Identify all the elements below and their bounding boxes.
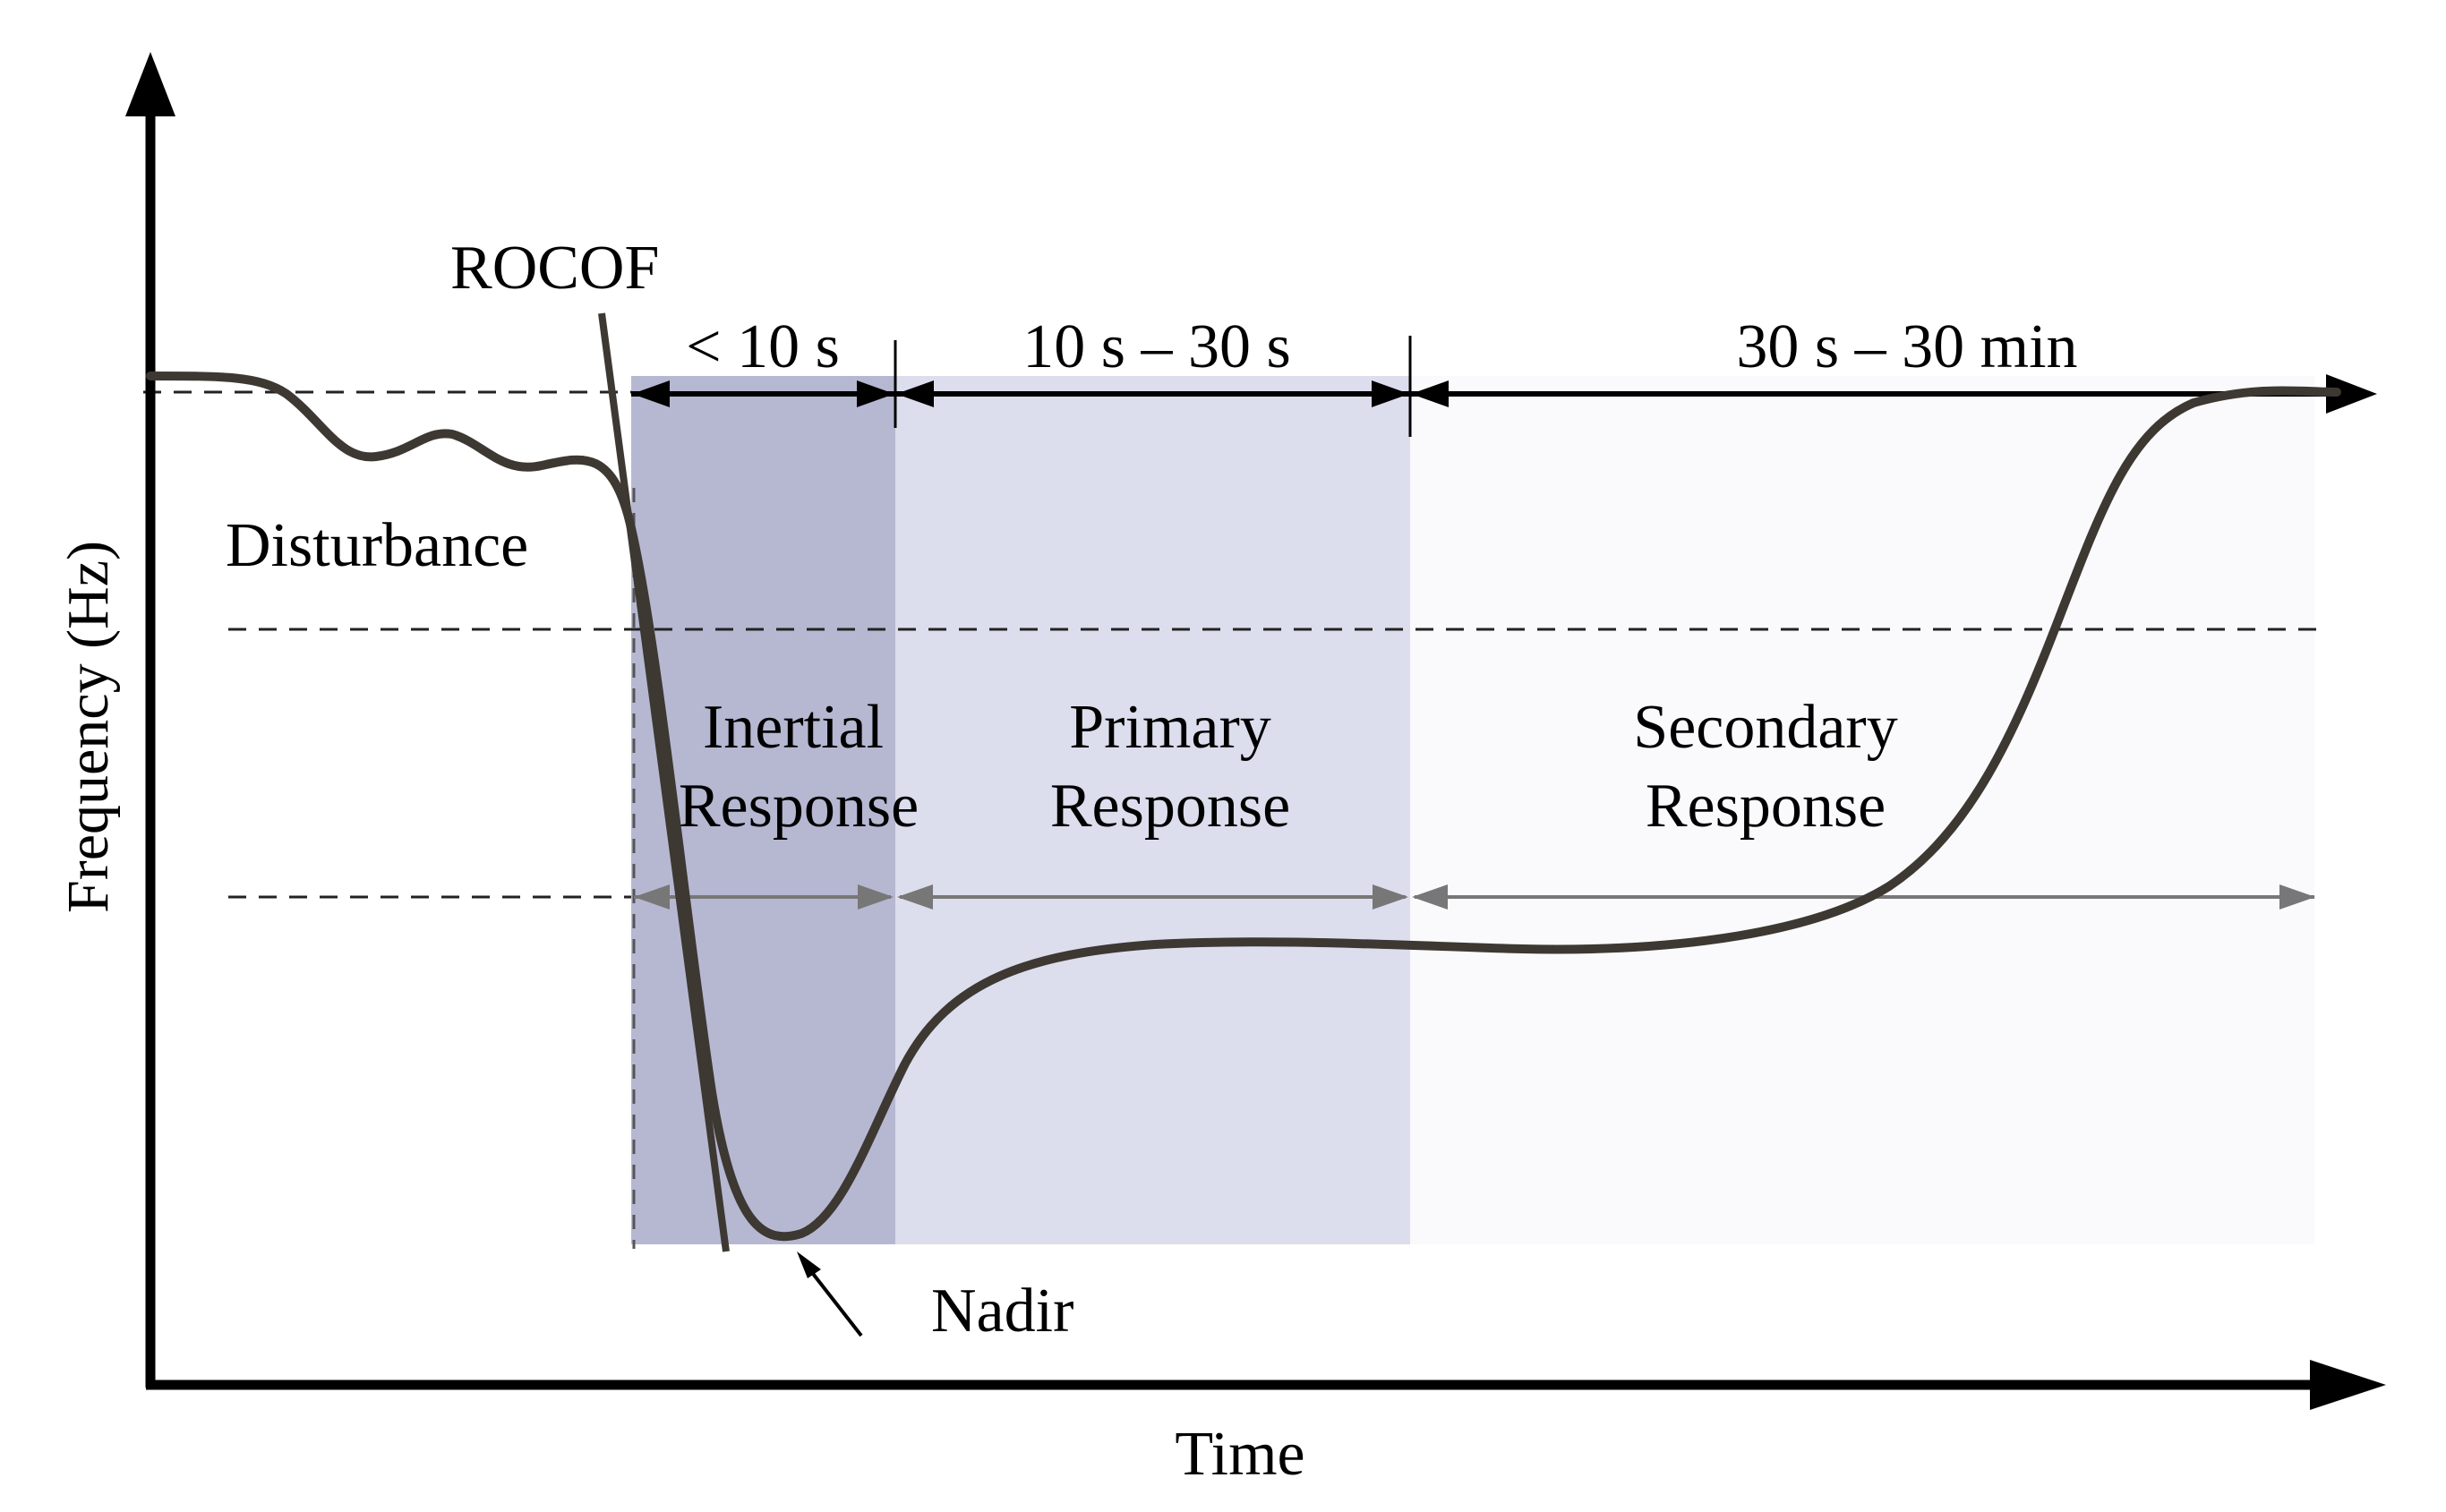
primary-region — [895, 376, 1410, 1244]
inner-phase-arrowheads — [634, 884, 2315, 910]
inertial-name-line1: Inertial — [703, 693, 884, 762]
primary-duration-label: 10 s – 30 s — [1022, 312, 1290, 381]
inertial-start-arrowhead — [632, 380, 670, 407]
primary-start-arrowhead — [896, 380, 934, 407]
secondary-region — [1410, 376, 2314, 1244]
inertial-end-arrowhead — [857, 380, 894, 407]
y-axis-arrowhead — [125, 52, 175, 116]
inertial-duration-label: < 10 s — [686, 312, 840, 381]
disturbance-label: Disturbance — [226, 511, 528, 580]
nadir-label: Nadir — [931, 1277, 1073, 1345]
primary-name-line2: Response — [1050, 772, 1290, 841]
secondary-start-arrowhead — [1411, 380, 1449, 407]
x-axis-label: Time — [1175, 1420, 1304, 1489]
nadir-pointer-line — [802, 1260, 863, 1337]
secondary-duration-label: 30 s – 30 min — [1736, 312, 2077, 381]
rocof-label: ROCOF — [450, 234, 659, 303]
time-band-arrowhead — [2326, 374, 2377, 414]
primary-name-line1: Primary — [1069, 693, 1271, 762]
secondary-name-line1: Secondary — [1633, 693, 1897, 762]
frequency-curve — [146, 372, 2341, 1242]
primary-end-arrowhead — [1372, 380, 1409, 407]
x-axis-arrowhead — [2310, 1360, 2386, 1410]
y-axis-label: Frequency (Hz) — [56, 541, 121, 913]
rocof-tangent-line — [598, 312, 730, 1252]
nadir-pointer-arrowhead — [797, 1251, 821, 1278]
inertial-name-line2: Response — [679, 772, 919, 841]
secondary-name-line2: Response — [1646, 772, 1886, 841]
